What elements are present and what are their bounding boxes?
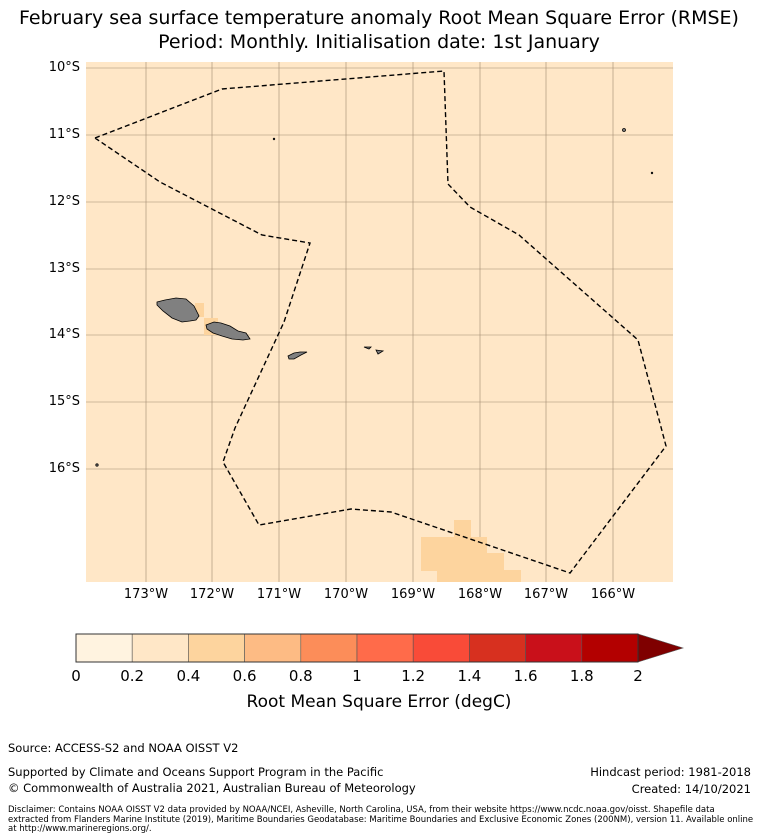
rmse-cells [195,303,521,582]
hindcast-period: Hindcast period: 1981-2018 [590,765,751,779]
colorbar-segment [131,633,189,663]
islet-swains [272,137,276,141]
colorbar-segment [244,633,302,663]
colorbar-segment [188,633,245,663]
latitude-label: 14°S [48,327,80,342]
colorbar-segment [300,633,358,663]
colorbar-tick-label: 1.8 [569,667,594,685]
latitude-label: 10°S [48,60,80,75]
rmse-cell [487,570,521,582]
longitude-label: 171°W [256,587,302,602]
latitude-label: 13°S [48,261,80,276]
upolu-island [205,321,251,341]
colorbar-tick-label: 0 [71,667,81,685]
source-text: Source: ACCESS-S2 and NOAA OISST V2 [8,741,239,755]
latitude-label: 11°S [48,127,80,142]
land-masses [95,128,654,467]
colorbar-tick-label: 1.6 [513,667,538,685]
longitude-label: 169°W [390,587,436,602]
manua-island-a [363,346,372,350]
colorbar-segment [525,633,583,663]
colorbar-segment [75,633,133,663]
colorbar-tick-label: 0.2 [120,667,145,685]
colorbar-tick-label: 1.4 [457,667,482,685]
eez-boundary [94,70,667,574]
colorbar-segment [412,633,470,663]
longitude-label: 166°W [590,587,636,602]
latitude-label: 16°S [48,461,80,476]
ocean-background [86,62,673,582]
islet-rose [622,128,626,132]
colorbar-label: Root Mean Square Error (degC) [246,692,512,712]
longitude-label: 170°W [323,587,369,602]
colorbar-tick-label: 0.4 [176,667,201,685]
longitude-label: 168°W [457,587,503,602]
longitude-label: 167°W [523,587,569,602]
latitude-label: 12°S [48,194,80,209]
colorbar-segment [581,633,639,663]
colorbar [75,633,685,663]
colorbar-tick-label: 2 [633,667,643,685]
longitude-label: 172°W [189,587,235,602]
support-text: Supported by Climate and Oceans Support … [8,765,384,779]
islet-west [95,463,99,467]
graticule-grid [86,62,673,582]
rmse-cell [195,303,204,317]
colorbar-tick-label: 1 [352,667,362,685]
map-panel [86,62,673,582]
tutuila-island [287,351,308,360]
map-title: February sea surface temperature anomaly… [19,7,739,29]
colorbar-segment [469,633,526,663]
longitude-label: 173°W [123,587,169,602]
islet-east [650,171,654,175]
colorbar-extend-arrow [637,633,685,663]
colorbar-tick-label: 0.8 [288,667,313,685]
created-date: Created: 14/10/2021 [631,782,751,796]
colorbar-tick-label: 0.6 [232,667,257,685]
manua-island-b [375,349,385,355]
copyright-text: © Commonwealth of Australia 2021, Austra… [8,781,416,795]
disclaimer-text: Disclaimer: Contains NOAA OISST V2 data … [8,805,754,834]
colorbar-segment [356,633,414,663]
rmse-cell [454,520,471,538]
colorbar-tick-label: 1.2 [401,667,426,685]
colorbar-outline [75,633,639,663]
savaii-island [156,297,200,323]
map-subtitle: Period: Monthly. Initialisation date: 1s… [158,31,600,53]
latitude-label: 15°S [48,394,80,409]
